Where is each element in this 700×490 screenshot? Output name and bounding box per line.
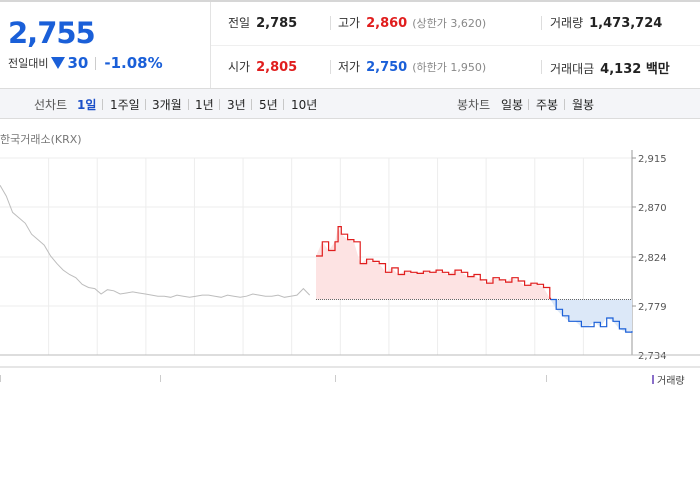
volume-legend: 거래량 bbox=[652, 372, 685, 387]
period-3y[interactable]: 3년 bbox=[227, 98, 246, 112]
change-row: 전일대비 30 -1.08% bbox=[8, 54, 163, 72]
period-5y[interactable]: 5년 bbox=[259, 98, 278, 112]
price-chart-svg: 2,734 2,779 2,824 2,870 2,915 bbox=[0, 150, 700, 382]
stat-label: 전일 bbox=[228, 16, 251, 30]
stat-low: 저가 2,750 (하한가 1,950) bbox=[338, 58, 486, 75]
toolbar-divider bbox=[528, 99, 529, 110]
stat-high: 고가 2,860 (상한가 3,620) bbox=[338, 14, 486, 31]
stats-row-divider bbox=[211, 45, 700, 46]
period-3m[interactable]: 3개월 bbox=[152, 98, 182, 112]
stat-volume: 거래량 1,473,724 bbox=[550, 14, 662, 31]
period-1w[interactable]: 1주일 bbox=[110, 98, 140, 112]
toolbar-divider bbox=[188, 99, 189, 110]
intraday-down-line bbox=[550, 298, 633, 333]
candle-chart-label: 봉차트 bbox=[457, 98, 491, 112]
stat-label: 시가 bbox=[228, 60, 251, 74]
price-chart: 한국거래소(KRX) 2,734 2,779 2,824 2,870 2,915 bbox=[0, 120, 700, 398]
stat-limit: (상한가 3,620) bbox=[412, 17, 487, 30]
market-label: 한국거래소(KRX) bbox=[0, 133, 82, 146]
stat-label: 거래대금 bbox=[550, 62, 595, 76]
change-label: 전일대비 bbox=[8, 57, 49, 70]
intraday-up-line bbox=[316, 225, 552, 300]
price-summary: 2,755 전일대비 30 -1.08% bbox=[0, 2, 210, 88]
stat-value: 4,132 백만 bbox=[600, 62, 670, 77]
stat-label: 거래량 bbox=[550, 16, 584, 30]
candle-weekly[interactable]: 주봉 bbox=[536, 98, 559, 112]
chart-toolbar: 선차트 1일 1주일 3개월 1년 3년 5년 10년 봉차트 일봉 주봉 월봉 bbox=[0, 88, 700, 119]
toolbar-divider bbox=[283, 99, 284, 110]
volume-legend-swatch bbox=[652, 375, 654, 384]
change-divider bbox=[95, 56, 97, 70]
intraday-up-area bbox=[316, 226, 551, 300]
line-chart-label: 선차트 bbox=[34, 98, 68, 112]
stat-value: 2,785 bbox=[256, 16, 298, 31]
stat-prev-close: 전일 2,785 bbox=[228, 14, 297, 31]
stat-value: 2,750 bbox=[366, 60, 408, 75]
y-tick-label: 2,734 bbox=[638, 351, 667, 362]
period-1d[interactable]: 1일 bbox=[77, 98, 97, 112]
toolbar-divider bbox=[219, 99, 220, 110]
stat-value: 2,860 bbox=[366, 16, 408, 31]
stat-divider bbox=[330, 16, 331, 30]
stat-limit: (하한가 1,950) bbox=[412, 61, 487, 74]
summary-divider bbox=[210, 2, 211, 88]
toolbar-divider bbox=[251, 99, 252, 110]
volume-legend-label: 거래량 bbox=[657, 376, 685, 387]
period-10y[interactable]: 10년 bbox=[291, 98, 318, 112]
down-triangle-icon bbox=[51, 57, 66, 69]
y-tick-label: 2,779 bbox=[638, 302, 667, 313]
period-1y[interactable]: 1년 bbox=[195, 98, 214, 112]
toolbar-divider bbox=[145, 99, 146, 110]
stat-label: 고가 bbox=[338, 16, 361, 30]
candle-daily[interactable]: 일봉 bbox=[501, 98, 524, 112]
y-tick-label: 2,824 bbox=[638, 253, 667, 264]
stat-label: 저가 bbox=[338, 60, 361, 74]
stat-divider bbox=[541, 16, 542, 30]
stat-value: 2,805 bbox=[256, 60, 298, 75]
stat-divider bbox=[541, 60, 542, 74]
intraday-down-area bbox=[550, 299, 632, 333]
stat-amount: 거래대금 4,132 백만 bbox=[550, 58, 670, 77]
y-tick-label: 2,915 bbox=[638, 154, 667, 165]
toolbar-divider bbox=[102, 99, 103, 110]
toolbar-divider bbox=[564, 99, 565, 110]
y-tick-label: 2,870 bbox=[638, 203, 667, 214]
stat-open: 시가 2,805 bbox=[228, 58, 297, 75]
stat-divider bbox=[330, 60, 331, 74]
current-price: 2,755 bbox=[8, 16, 96, 50]
stat-value: 1,473,724 bbox=[589, 16, 663, 31]
history-price-line bbox=[0, 184, 311, 298]
change-absolute: 30 bbox=[67, 54, 89, 72]
candle-monthly[interactable]: 월봉 bbox=[572, 98, 595, 112]
change-percent: -1.08% bbox=[104, 54, 163, 72]
top-border bbox=[0, 0, 700, 2]
